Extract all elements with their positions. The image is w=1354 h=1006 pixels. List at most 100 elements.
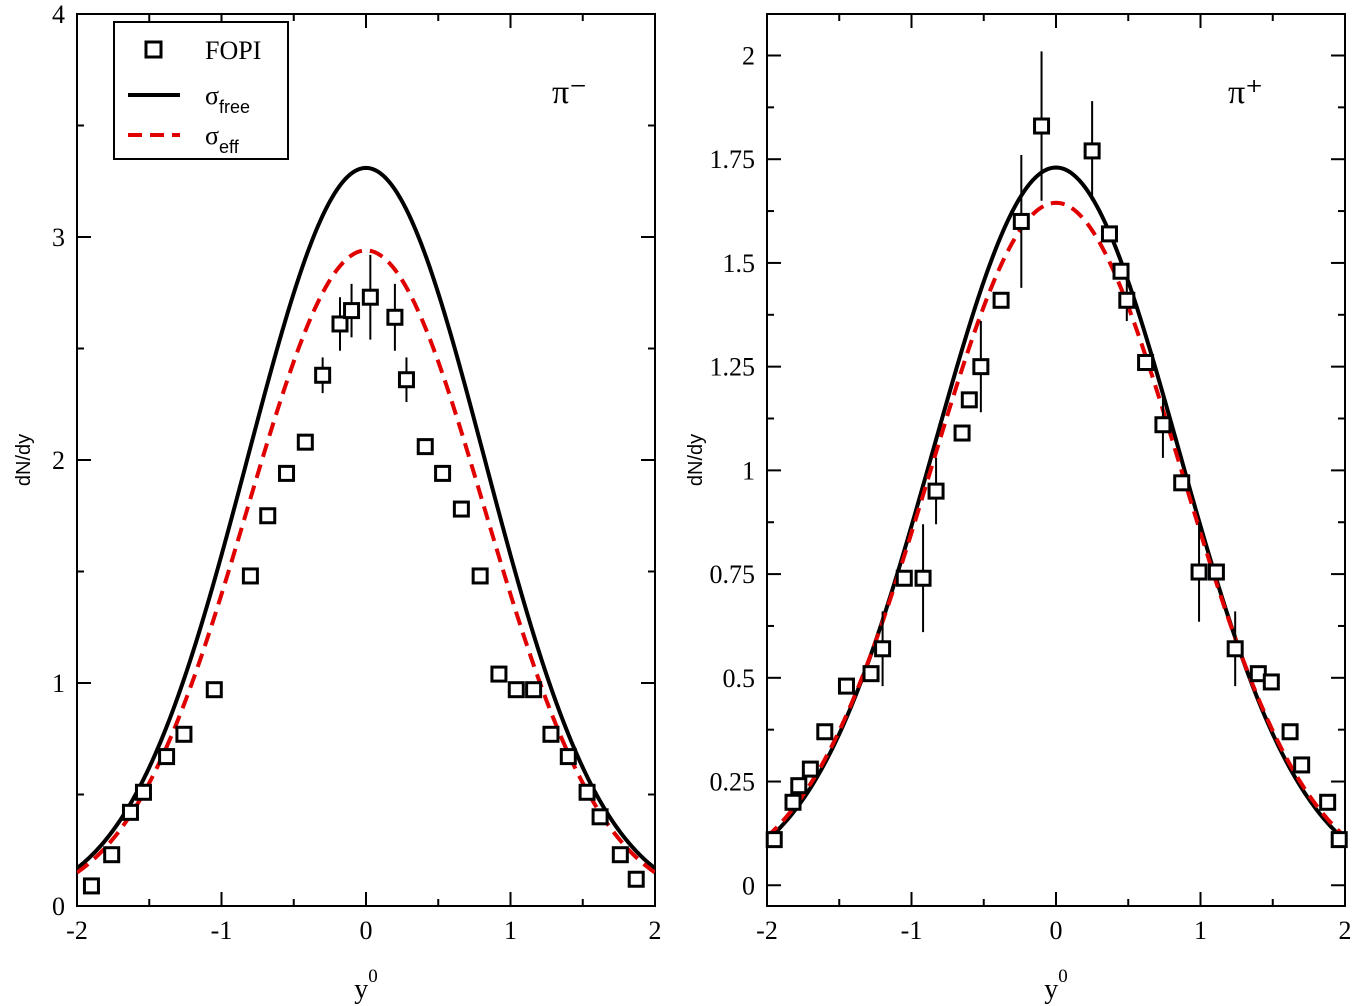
- data-point: [259, 507, 277, 525]
- y-tick-label: 1: [742, 456, 755, 485]
- data-point: [1154, 416, 1172, 434]
- data-point: [103, 846, 121, 864]
- data-point: [397, 371, 415, 389]
- y-tick-label: 0.5: [723, 664, 756, 693]
- data-point: [542, 725, 560, 743]
- data-point: [784, 793, 802, 811]
- legend-label-base: σ: [205, 121, 219, 150]
- data-point: [559, 748, 577, 766]
- x-tick-label: -2: [66, 916, 88, 945]
- data-point: [1118, 291, 1136, 309]
- legend-label-sub: free: [219, 97, 250, 117]
- y-tick-label: 0.75: [710, 560, 756, 589]
- data-point: [1330, 831, 1348, 849]
- y-tick-label: 4: [52, 0, 65, 29]
- data-point: [361, 288, 379, 306]
- curve-sigma-eff: [767, 200, 1345, 839]
- data-point: [82, 877, 100, 895]
- legend-label-base: FOPI: [205, 36, 261, 65]
- legend-marker-square: [144, 40, 163, 59]
- data-point: [1190, 563, 1208, 581]
- x-tick-label: 2: [1339, 916, 1352, 945]
- legend-box: [113, 21, 289, 160]
- x-tick-label: -1: [901, 916, 923, 945]
- x-tick-label: 1: [1194, 916, 1207, 945]
- data-point: [386, 308, 404, 326]
- data-point: [816, 723, 834, 741]
- data-point: [525, 681, 543, 699]
- curve-sigma-free: [77, 165, 655, 870]
- x-axis-label-base: y: [1044, 974, 1058, 1005]
- x-tick-label: 0: [360, 916, 373, 945]
- panel-label: π⁺: [1228, 74, 1263, 111]
- data-point: [331, 315, 349, 333]
- data-point: [992, 291, 1010, 309]
- data-point: [627, 870, 645, 888]
- data-point: [1262, 673, 1280, 691]
- data-point: [578, 783, 596, 801]
- data-point: [507, 681, 525, 699]
- data-point: [1012, 212, 1030, 230]
- y-tick-label: 0: [742, 871, 755, 900]
- data-point: [801, 760, 819, 778]
- data-point: [837, 677, 855, 695]
- data-point: [434, 464, 452, 482]
- legend-label-sub: eff: [219, 137, 240, 157]
- data-point: [765, 831, 783, 849]
- data-point: [1173, 474, 1191, 492]
- x-tick-label: 2: [649, 916, 662, 945]
- data-point: [862, 665, 880, 683]
- legend-label: σfree: [205, 81, 250, 117]
- x-axis-label: y0: [1044, 966, 1068, 1005]
- curve-sigma-free: [767, 165, 1345, 842]
- x-axis-label: y0: [354, 966, 378, 1005]
- legend-label-base: σ: [205, 81, 219, 110]
- data-point: [611, 846, 629, 864]
- y-tick-label: 2: [52, 446, 65, 475]
- x-tick-label: 0: [1050, 916, 1063, 945]
- data-point: [895, 569, 913, 587]
- plot-frame: [766, 13, 1346, 907]
- data-point: [1226, 640, 1244, 658]
- x-tick-label: 1: [504, 916, 517, 945]
- data-point: [416, 438, 434, 456]
- data-point: [490, 665, 508, 683]
- data-point: [953, 424, 971, 442]
- data-point: [134, 783, 152, 801]
- data-point: [1207, 563, 1225, 581]
- data-point: [452, 500, 470, 518]
- x-axis-label-sup: 0: [368, 966, 378, 987]
- data-point: [296, 433, 314, 451]
- y-tick-label: 0.25: [710, 768, 756, 797]
- data-point: [972, 358, 990, 376]
- data-point: [121, 803, 139, 821]
- data-point: [1033, 117, 1051, 135]
- y-tick-label: 1: [52, 669, 65, 698]
- data-point: [927, 482, 945, 500]
- data-point: [1083, 142, 1101, 160]
- y-axis-label: dN/dy: [13, 434, 35, 486]
- data-point: [241, 567, 259, 585]
- data-point: [1137, 354, 1155, 372]
- x-axis-label-sup: 0: [1058, 966, 1068, 987]
- panel-label: π⁻: [552, 74, 587, 111]
- data-point: [874, 640, 892, 658]
- data-point: [343, 302, 361, 320]
- x-axis-label-base: y: [354, 974, 368, 1005]
- y-tick-label: 2: [742, 41, 755, 70]
- data-point: [158, 748, 176, 766]
- y-tick-label: 1.5: [723, 249, 756, 278]
- right-panel: -2 -1 0 1 200.250.50.7511.251.51.752y0dN/dyπ…: [685, 13, 1352, 1005]
- data-point: [471, 567, 489, 585]
- data-point: [591, 808, 609, 826]
- y-tick-label: 0: [52, 892, 65, 921]
- data-point: [960, 391, 978, 409]
- data-point: [790, 777, 808, 795]
- data-point: [278, 464, 296, 482]
- data-point: [1100, 225, 1118, 243]
- legend-label: FOPI: [205, 36, 261, 65]
- data-point: [1319, 793, 1337, 811]
